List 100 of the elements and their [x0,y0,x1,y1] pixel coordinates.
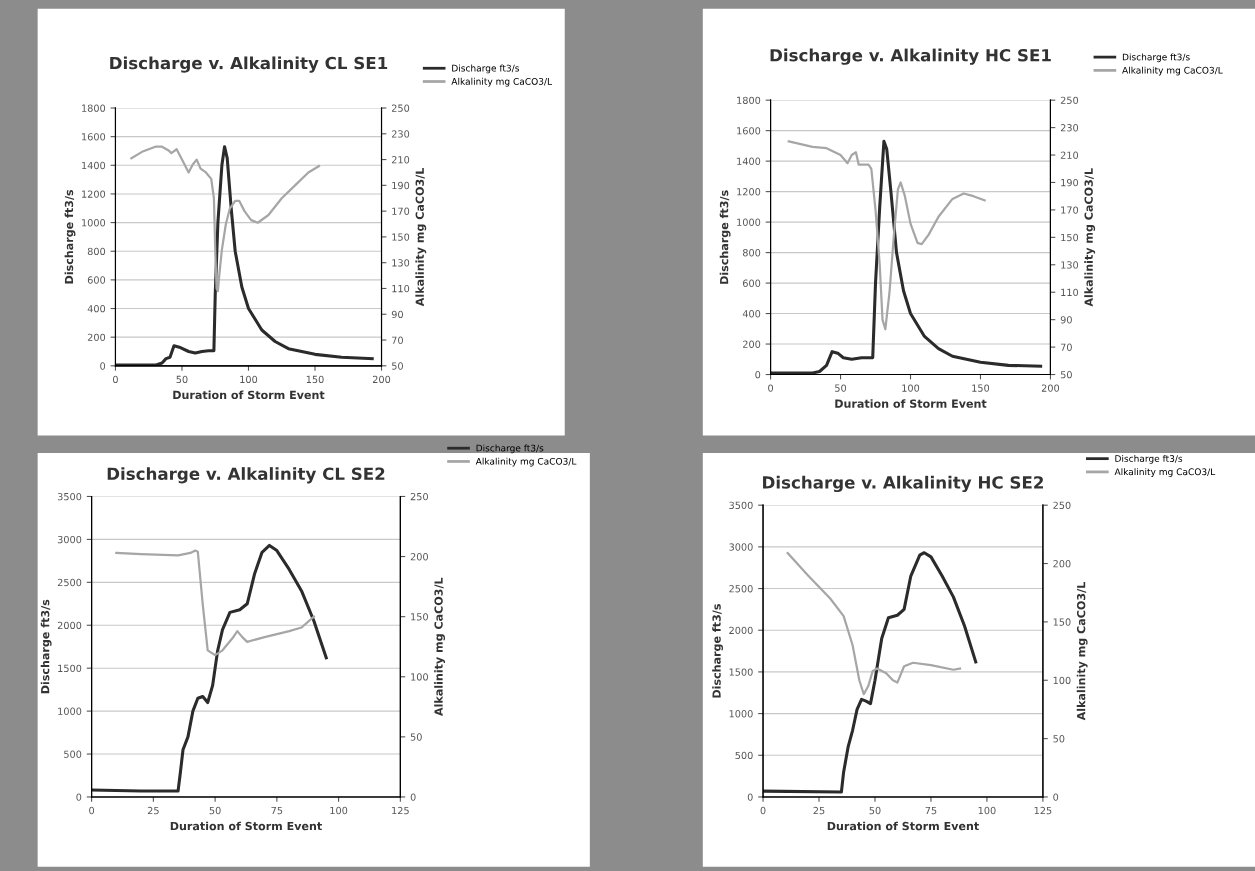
line-series [115,145,374,366]
y2-tick-label: 0 [410,793,416,801]
x-tick-label: 100 [330,806,348,815]
x-tick-label: 100 [240,375,258,384]
y2-tick-label: 200 [410,553,428,561]
x-tick-label: 75 [925,806,937,815]
x-tick-label: 0 [768,384,774,392]
x-tick-label: 25 [813,806,825,815]
y2-tick-label: 150 [411,613,428,621]
x-tick-label: 50 [835,384,847,392]
y2-tick-label: 250 [410,492,428,501]
line-series [770,139,1043,375]
y2-tick-label: 210 [1060,151,1079,159]
chart-title: Discharge v. Alkalinity HC SE2 [763,475,1043,493]
y-tick-label: 2500 [57,578,82,587]
x-tick-label: 125 [1034,806,1052,815]
y2-tick-label: 150 [1061,233,1079,242]
y2-tick-label: 150 [392,233,410,241]
y2-tick-label: 210 [391,156,410,164]
y-tick-label: 800 [742,249,761,257]
y-tick-label: 3000 [57,535,82,544]
x-tick-label: 150 [306,375,324,384]
y-tick-label: 3000 [729,543,753,551]
y-axis-title: Discharge ft3/s [40,599,52,694]
legend-label: Discharge ft3/s [452,64,520,74]
y-tick-label: 1800 [737,96,761,104]
x-axis-title: Duration of Storm Event [827,821,979,831]
y-tick-label: 1400 [737,157,761,165]
x-tick-label: 50 [869,806,881,815]
legend-label: Alkalinity mg CaCO3/L [475,457,577,467]
y-tick-label: 1200 [82,190,106,198]
line-series [130,145,321,293]
y-tick-label: 1000 [729,710,753,718]
x-tick-label: 75 [271,806,283,815]
y-tick-label: 2000 [729,626,753,635]
y2-tick-label: 50 [410,733,422,741]
y-tick-label: 2000 [57,621,82,630]
y2-tick-label: 100 [1053,676,1071,685]
y2-axis-title: Alkalinity mg CaCO3/L [415,167,427,307]
y2-tick-label: 70 [392,336,403,344]
legend-label: Alkalinity mg CaCO3/L [1122,66,1223,76]
y2-tick-label: 90 [1060,316,1072,324]
line-series [91,543,328,793]
line-series [115,549,316,657]
line-series [787,140,986,331]
y-tick-label: 400 [742,310,761,318]
y-tick-label: 1000 [58,707,82,715]
y2-tick-label: 230 [391,130,410,138]
y2-tick-label: 70 [1060,343,1072,351]
y-tick-label: 0 [100,362,106,370]
y2-tick-label: 90 [391,310,403,319]
y-tick-label: 0 [747,793,753,801]
y2-tick-label: 170 [392,207,410,215]
y2-axis-title: Alkalinity mg CaCO3/L [434,577,446,716]
x-tick-label: 50 [209,806,221,815]
y-tick-label: 600 [87,276,106,284]
x-tick-label: 100 [978,806,996,815]
y-tick-label: 500 [735,751,753,760]
x-tick-label: 125 [392,806,409,815]
y-tick-label: 1200 [737,188,761,196]
y2-axis-title: Alkalinity mg CaCO3/L [1076,582,1088,721]
y2-tick-label: 250 [391,104,410,112]
y2-tick-label: 250 [1060,96,1079,104]
x-tick-label: 0 [113,375,118,384]
y-tick-label: 2500 [729,585,753,593]
x-tick-label: 200 [372,375,391,384]
y2-axis-title: Alkalinity mg CaCO3/L [1084,168,1096,307]
y-axis-title: Discharge ft3/s [719,190,731,284]
y2-tick-label: 130 [1061,261,1079,269]
y-tick-label: 3500 [729,501,753,510]
x-axis-title: Duration of Storm Event [170,821,322,831]
y2-tick-label: 190 [392,181,410,190]
legend-label: Alkalinity mg CaCO3/L [1114,468,1216,477]
y2-tick-label: 110 [1061,288,1079,297]
y-tick-label: 1800 [82,104,106,112]
y-tick-label: 1000 [737,218,761,226]
legend-label: Discharge ft3/s [1115,454,1183,464]
legend-label: Discharge ft3/s [1122,53,1190,63]
y-tick-label: 400 [87,305,106,313]
chart-title: Discharge v. Alkalinity HC SE1 [770,48,1051,65]
y-tick-label: 200 [743,340,761,348]
y-tick-label: 600 [742,279,761,287]
y-tick-label: 3500 [57,492,82,501]
y-axis-title: Discharge ft3/s [712,604,724,698]
x-tick-label: 100 [902,384,920,392]
line-series [763,551,978,794]
y2-tick-label: 130 [392,259,410,267]
x-tick-label: 25 [147,806,159,815]
line-series [786,551,962,696]
y2-tick-label: 100 [411,673,428,681]
y2-tick-label: 190 [1061,178,1079,187]
y2-tick-label: 110 [392,284,410,293]
y2-tick-label: 170 [1061,206,1079,214]
x-tick-label: 150 [972,384,990,392]
y2-tick-label: 0 [1053,793,1059,801]
x-axis-title: Duration of Storm Event [173,390,325,400]
y-tick-label: 800 [87,247,106,256]
y-tick-label: 1600 [82,133,106,141]
y2-tick-label: 50 [1053,735,1065,743]
y-tick-label: 1600 [737,127,761,135]
